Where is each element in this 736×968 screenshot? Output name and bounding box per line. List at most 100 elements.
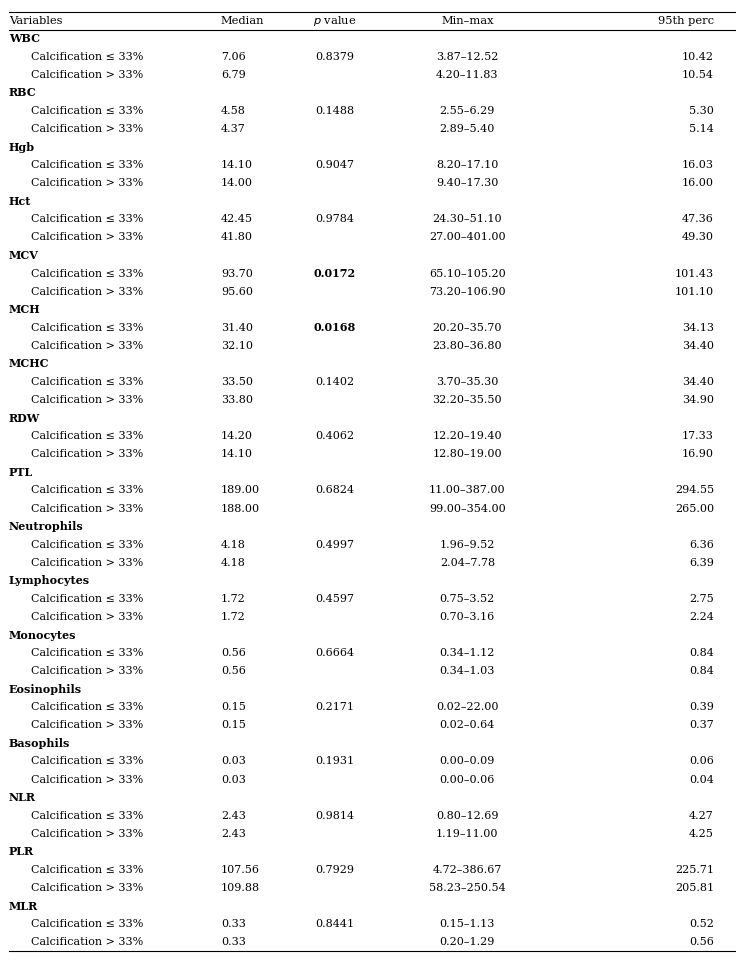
- Text: Calcification > 33%: Calcification > 33%: [31, 178, 144, 188]
- Text: 0.02–22.00: 0.02–22.00: [436, 703, 498, 712]
- Text: 0.56: 0.56: [689, 937, 714, 947]
- Text: 2.89–5.40: 2.89–5.40: [439, 124, 495, 134]
- Text: WBC: WBC: [9, 33, 40, 45]
- Text: 0.1402: 0.1402: [315, 378, 355, 387]
- Text: 14.20: 14.20: [221, 432, 252, 441]
- Text: 6.39: 6.39: [689, 558, 714, 567]
- Text: Calcification > 33%: Calcification > 33%: [31, 829, 144, 838]
- Text: MCHC: MCHC: [9, 358, 49, 370]
- Text: 0.00–0.06: 0.00–0.06: [439, 774, 495, 784]
- Text: 107.56: 107.56: [221, 865, 260, 875]
- Text: 189.00: 189.00: [221, 486, 260, 496]
- Text: 205.81: 205.81: [675, 883, 714, 892]
- Text: 20.20–35.70: 20.20–35.70: [433, 323, 502, 333]
- Text: Calcification > 33%: Calcification > 33%: [31, 503, 144, 513]
- Text: 0.34–1.03: 0.34–1.03: [439, 666, 495, 676]
- Text: 2.24: 2.24: [689, 612, 714, 621]
- Text: 4.72–386.67: 4.72–386.67: [433, 865, 502, 875]
- Text: NLR: NLR: [9, 792, 36, 803]
- Text: 0.15: 0.15: [221, 720, 246, 730]
- Text: 34.90: 34.90: [682, 395, 714, 405]
- Text: 0.75–3.52: 0.75–3.52: [439, 594, 495, 604]
- Text: 16.90: 16.90: [682, 449, 714, 459]
- Text: 0.56: 0.56: [221, 666, 246, 676]
- Text: 0.84: 0.84: [689, 649, 714, 658]
- Text: Calcification > 33%: Calcification > 33%: [31, 720, 144, 730]
- Text: 0.4997: 0.4997: [316, 540, 354, 550]
- Text: 32.10: 32.10: [221, 341, 252, 350]
- Text: 0.02–0.64: 0.02–0.64: [439, 720, 495, 730]
- Text: 0.52: 0.52: [689, 920, 714, 929]
- Text: Calcification ≤ 33%: Calcification ≤ 33%: [31, 594, 144, 604]
- Text: 0.06: 0.06: [689, 757, 714, 767]
- Text: 265.00: 265.00: [675, 503, 714, 513]
- Text: Calcification ≤ 33%: Calcification ≤ 33%: [31, 486, 144, 496]
- Text: 47.36: 47.36: [682, 215, 714, 225]
- Text: 0.8379: 0.8379: [316, 52, 354, 62]
- Text: Calcification ≤ 33%: Calcification ≤ 33%: [31, 540, 144, 550]
- Text: 109.88: 109.88: [221, 883, 260, 892]
- Text: 101.43: 101.43: [675, 269, 714, 279]
- Text: 8.20–17.10: 8.20–17.10: [436, 161, 498, 170]
- Text: Calcification ≤ 33%: Calcification ≤ 33%: [31, 811, 144, 821]
- Text: 4.58: 4.58: [221, 106, 246, 116]
- Text: 0.03: 0.03: [221, 774, 246, 784]
- Text: 3.87–12.52: 3.87–12.52: [436, 52, 498, 62]
- Text: Calcification ≤ 33%: Calcification ≤ 33%: [31, 649, 144, 658]
- Text: 0.00–0.09: 0.00–0.09: [439, 757, 495, 767]
- Text: Calcification ≤ 33%: Calcification ≤ 33%: [31, 432, 144, 441]
- Text: Calcification > 33%: Calcification > 33%: [31, 937, 144, 947]
- Text: Lymphocytes: Lymphocytes: [9, 575, 90, 587]
- Text: 12.20–19.40: 12.20–19.40: [433, 432, 502, 441]
- Text: 3.70–35.30: 3.70–35.30: [436, 378, 498, 387]
- Text: Median: Median: [221, 15, 264, 25]
- Text: Calcification > 33%: Calcification > 33%: [31, 341, 144, 350]
- Text: 0.04: 0.04: [689, 774, 714, 784]
- Text: 95th perc: 95th perc: [658, 15, 714, 25]
- Text: 10.54: 10.54: [682, 70, 714, 79]
- Text: 11.00–387.00: 11.00–387.00: [429, 486, 506, 496]
- Text: 58.23–250.54: 58.23–250.54: [429, 883, 506, 892]
- Text: Neutrophils: Neutrophils: [9, 521, 84, 532]
- Text: Calcification > 33%: Calcification > 33%: [31, 70, 144, 79]
- Text: 0.15: 0.15: [221, 703, 246, 712]
- Text: 4.18: 4.18: [221, 540, 246, 550]
- Text: 24.30–51.10: 24.30–51.10: [433, 215, 502, 225]
- Text: 65.10–105.20: 65.10–105.20: [429, 269, 506, 279]
- Text: Calcification ≤ 33%: Calcification ≤ 33%: [31, 269, 144, 279]
- Text: 93.70: 93.70: [221, 269, 252, 279]
- Text: MLR: MLR: [9, 900, 38, 912]
- Text: 17.33: 17.33: [682, 432, 714, 441]
- Text: 0.6824: 0.6824: [315, 486, 355, 496]
- Text: 5.30: 5.30: [689, 106, 714, 116]
- Text: 2.43: 2.43: [221, 811, 246, 821]
- Text: Calcification ≤ 33%: Calcification ≤ 33%: [31, 52, 144, 62]
- Text: 0.37: 0.37: [689, 720, 714, 730]
- Text: Eosinophils: Eosinophils: [9, 683, 82, 695]
- Text: Calcification ≤ 33%: Calcification ≤ 33%: [31, 323, 144, 333]
- Text: 4.37: 4.37: [221, 124, 246, 134]
- Text: Calcification ≤ 33%: Calcification ≤ 33%: [31, 215, 144, 225]
- Text: 4.27: 4.27: [689, 811, 714, 821]
- Text: Monocytes: Monocytes: [9, 629, 77, 641]
- Text: 0.1488: 0.1488: [315, 106, 355, 116]
- Text: Calcification ≤ 33%: Calcification ≤ 33%: [31, 865, 144, 875]
- Text: 0.33: 0.33: [221, 937, 246, 947]
- Text: 2.04–7.78: 2.04–7.78: [440, 558, 495, 567]
- Text: Calcification > 33%: Calcification > 33%: [31, 612, 144, 621]
- Text: Calcification > 33%: Calcification > 33%: [31, 395, 144, 405]
- Text: Hgb: Hgb: [9, 141, 35, 153]
- Text: 101.10: 101.10: [675, 287, 714, 296]
- Text: 34.40: 34.40: [682, 341, 714, 350]
- Text: 1.72: 1.72: [221, 612, 246, 621]
- Text: 27.00–401.00: 27.00–401.00: [429, 232, 506, 242]
- Text: 1.72: 1.72: [221, 594, 246, 604]
- Text: 0.70–3.16: 0.70–3.16: [439, 612, 495, 621]
- Text: 0.33: 0.33: [221, 920, 246, 929]
- Text: 33.80: 33.80: [221, 395, 252, 405]
- Text: 0.80–12.69: 0.80–12.69: [436, 811, 498, 821]
- Text: 73.20–106.90: 73.20–106.90: [429, 287, 506, 296]
- Text: Calcification ≤ 33%: Calcification ≤ 33%: [31, 920, 144, 929]
- Text: 1.19–11.00: 1.19–11.00: [436, 829, 498, 838]
- Text: MCH: MCH: [9, 304, 40, 316]
